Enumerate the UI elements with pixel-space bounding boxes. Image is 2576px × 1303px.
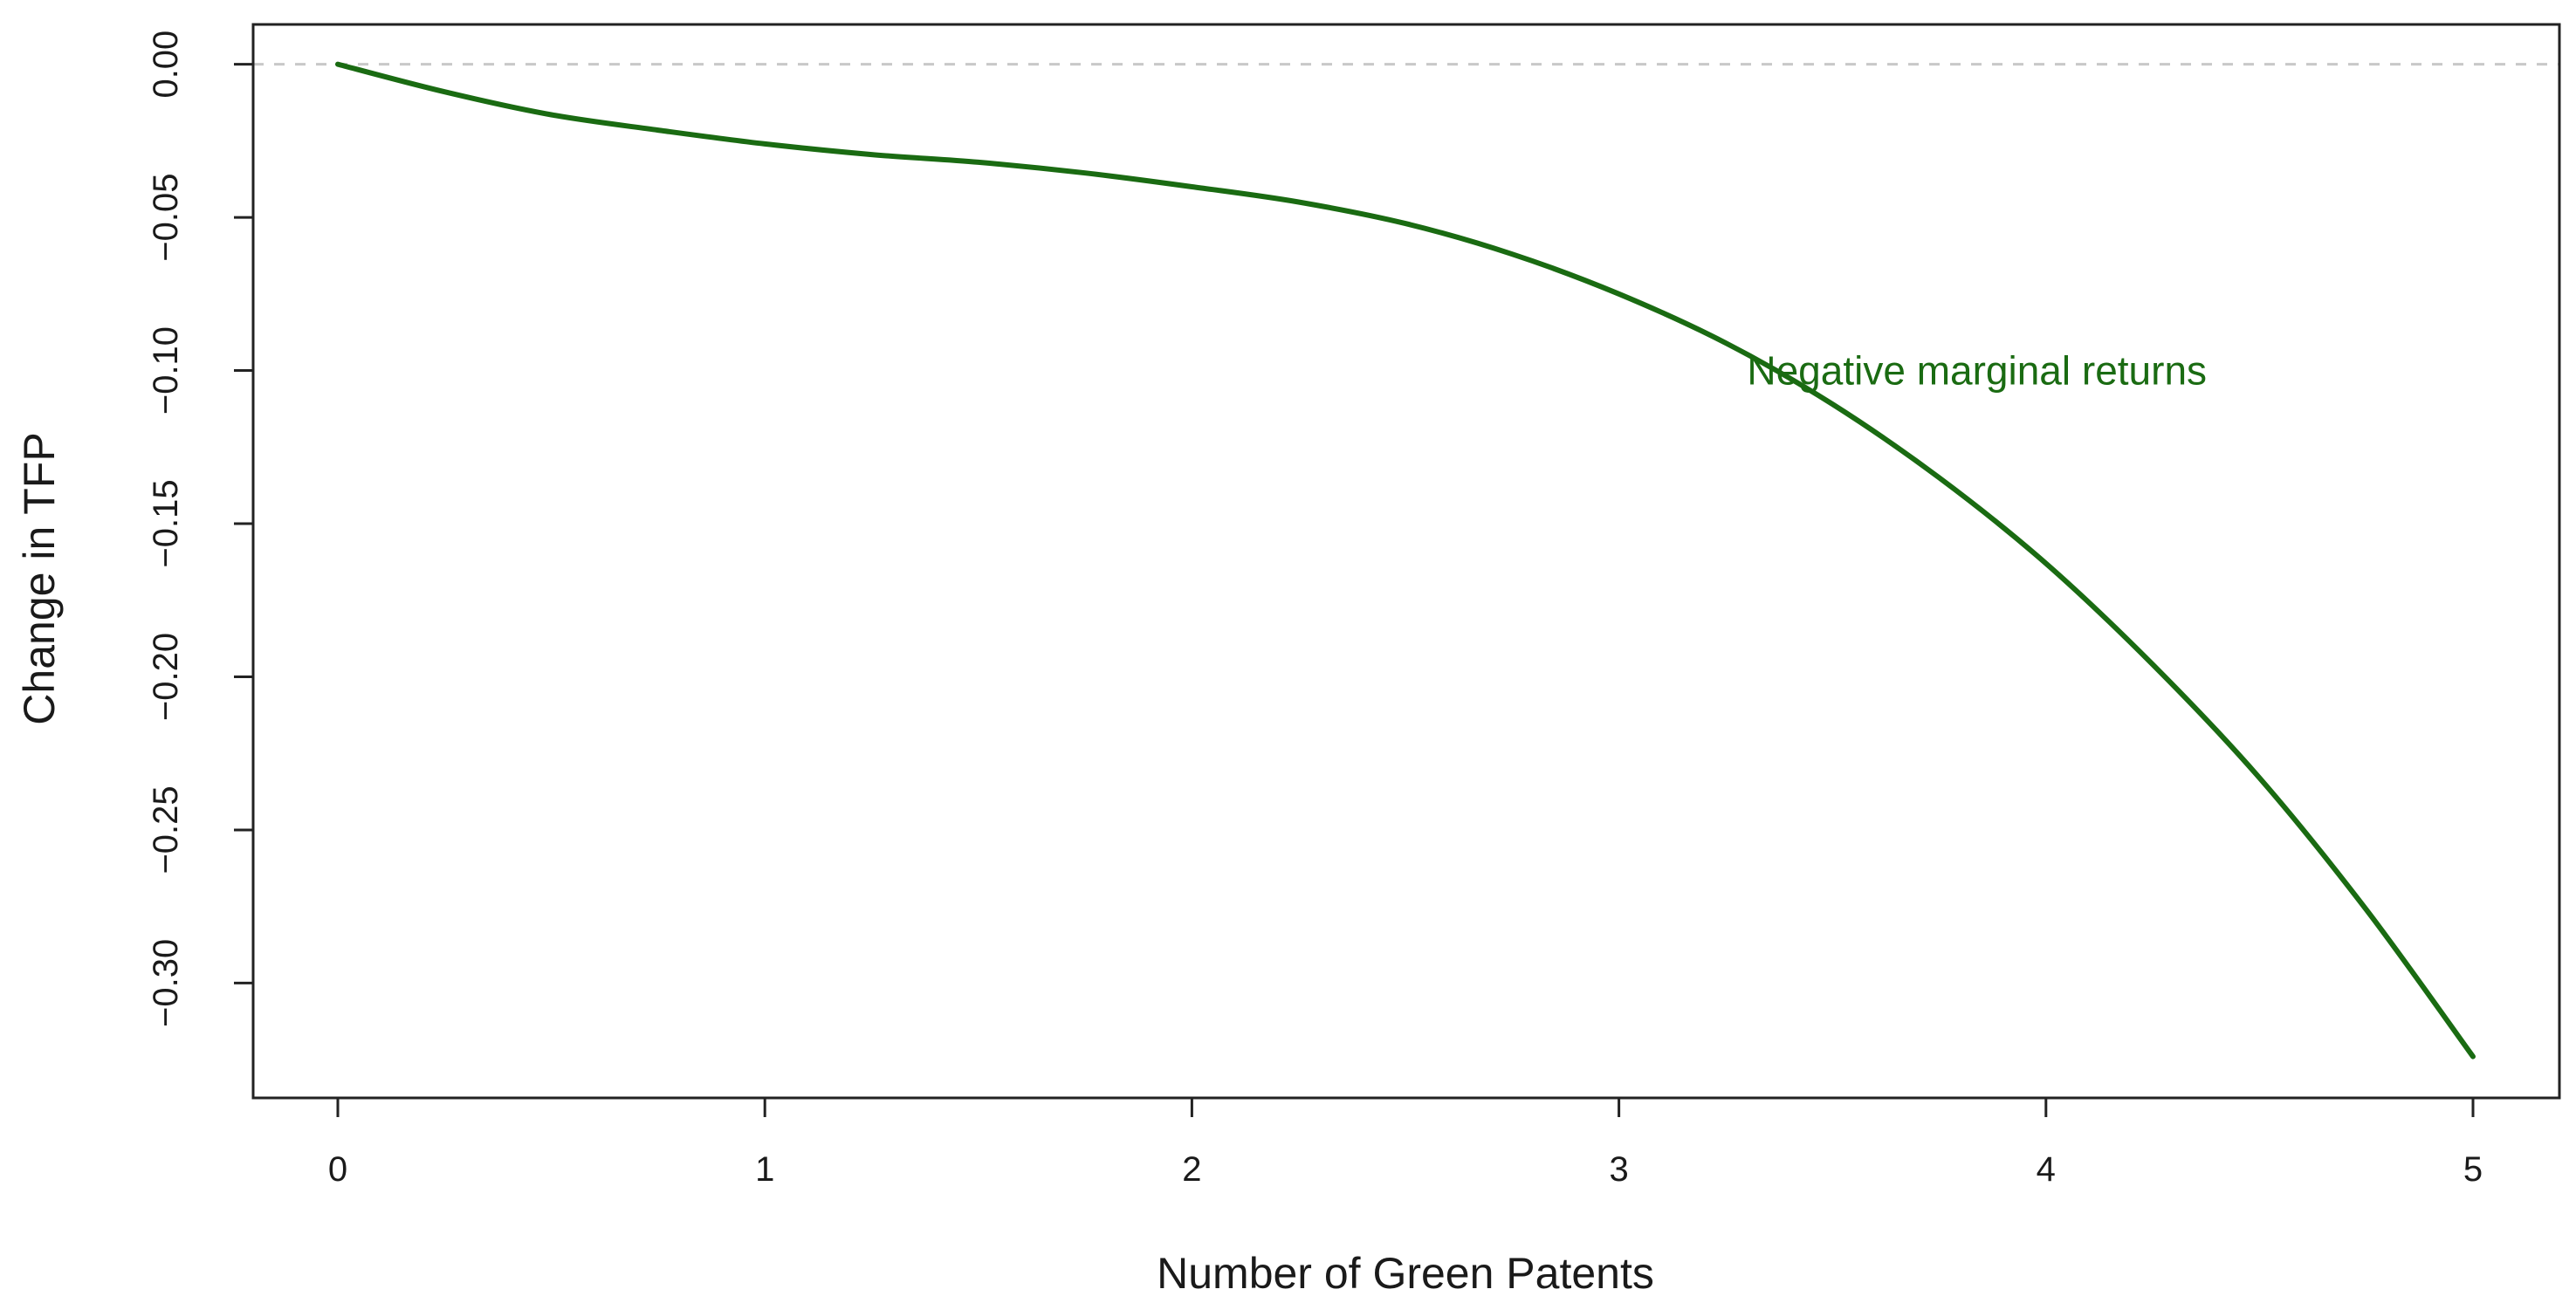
y-axis-title: Change in TFP xyxy=(15,432,64,724)
x-tick-label: 2 xyxy=(1182,1150,1201,1189)
x-tick-label: 4 xyxy=(2037,1150,2056,1189)
x-tick-label: 0 xyxy=(328,1150,347,1189)
x-axis: 0 1 2 3 4 5 xyxy=(328,1096,2483,1189)
x-tick-label: 5 xyxy=(2463,1150,2483,1189)
y-tick-label: −0.30 xyxy=(147,939,185,1027)
annotation-layer: Negative marginal returns xyxy=(1747,348,2207,394)
y-tick-label: 0.00 xyxy=(147,31,185,99)
annotation-label: Negative marginal returns xyxy=(1747,348,2207,394)
x-tick-label: 3 xyxy=(1609,1150,1628,1189)
series-layer xyxy=(335,61,2476,1060)
series-line xyxy=(335,61,2476,1060)
x-tick-label: 1 xyxy=(755,1150,774,1189)
x-axis-title: Number of Green Patents xyxy=(1157,1249,1654,1298)
y-tick-label: −0.05 xyxy=(147,173,185,261)
y-tick-label: −0.15 xyxy=(147,479,185,567)
y-tick-label: −0.20 xyxy=(147,633,185,721)
y-tick-label: −0.25 xyxy=(147,785,185,874)
y-tick-label: −0.10 xyxy=(147,326,185,415)
y-axis: 0.00 −0.05 −0.10 −0.15 −0.20 −0.25 −0.30 xyxy=(147,31,255,1027)
